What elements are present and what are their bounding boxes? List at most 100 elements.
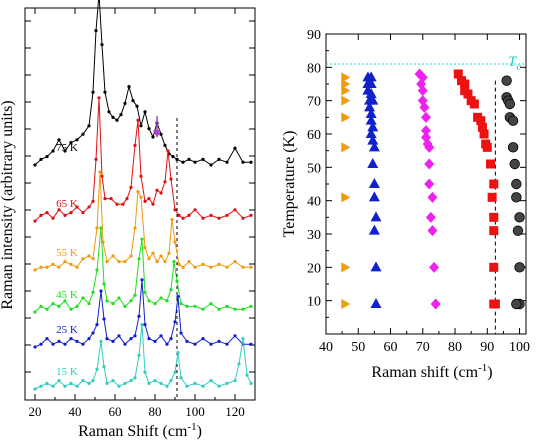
spectrum-point [39,265,43,269]
spectrum-point [117,384,121,388]
spectrum-point [87,381,91,385]
spectrum-point [147,381,151,385]
spectrum-point [39,304,43,308]
spectrum-point [129,299,133,303]
spectrum-point [81,296,85,300]
right-x-tick-label: 60 [384,340,398,355]
spectrum-label: 65 K [56,198,78,210]
spectrum-line [34,0,251,166]
spectrum-point [91,290,95,294]
spectrum-point [115,118,119,122]
spectrum-point [103,197,107,201]
spectrum-point [117,296,121,300]
triangle-up-marker [368,141,380,152]
spectrum-point [143,110,147,114]
right-y-tick-label: 90 [307,28,321,43]
spectrum-point [187,157,191,161]
spectrum-point [123,304,127,308]
spectrum-point [159,381,163,385]
spectrum-point [87,302,91,306]
arrow-head [153,130,161,138]
spectrum-point [140,278,144,282]
spectrum-point [111,339,115,343]
spectrum-point [127,85,131,89]
square-marker [489,179,499,189]
spectrum-point [45,337,49,341]
spectrum-point [69,337,73,341]
spectrum-point [105,337,109,341]
spectrum-point [63,384,67,388]
triangle-right-marker [341,142,351,153]
spectrum-point [105,260,109,264]
spectrum-point [241,160,245,164]
square-marker [453,69,463,79]
tc-symbol: T [508,54,518,70]
circle-marker [514,262,525,273]
right-y-tick-label: 80 [307,61,321,76]
right-x-axis-label-exp: -1 [478,362,487,374]
triangle-up-marker [370,261,382,272]
spectrum-point [81,211,85,215]
triangle-right-marker [341,262,351,273]
spectrum-point [179,302,183,306]
spectrum-point [102,365,106,369]
spectrum-point [69,307,73,311]
right-x-axis-label-close: ) [487,364,492,381]
triangle-right-marker [341,72,351,83]
spectrum-point [209,163,213,167]
spectrum-point [136,190,140,194]
right-y-tick-label: 60 [307,128,321,143]
diamond-marker [421,125,431,137]
spectrum-point [81,257,85,261]
spectrum-point [57,339,61,343]
spectrum-point [123,381,127,385]
circle-marker [514,212,525,223]
spectrum-point [201,216,205,220]
spectrum-label: 75 K [56,142,78,154]
spectrum-point [155,260,159,264]
spectrum-point [173,370,177,374]
spectrum-point [201,384,205,388]
spectrum-point [143,370,147,374]
spectrum-point [245,373,249,377]
left-x-axis-label-text: Raman Shift (cm [78,423,188,440]
spectrum-point [165,384,169,388]
spectrum-point [173,320,177,324]
spectrum-point [129,379,133,383]
spectrum-point [99,289,103,293]
spectrum-label: 15 K [56,366,78,378]
square-marker [486,159,496,169]
spectrum-line [34,227,252,313]
spectrum-point [177,213,181,217]
spectrum-point [57,208,61,212]
spectrum-point [69,381,73,385]
left-x-tick-label: 20 [29,404,42,419]
diamond-marker [425,211,436,223]
triangle-up-marker [365,108,377,118]
diamond-marker [419,101,430,113]
square-marker [482,142,492,152]
spectrum-point [117,334,121,338]
spectrum-label: 25 K [56,324,78,336]
spectrum-point [139,195,143,199]
diamond-marker [430,298,441,310]
spectrum-point [102,317,106,321]
spectrum-point [233,208,237,212]
left-plot-frame [24,7,256,401]
right-y-tick-label: 20 [307,261,321,276]
spectrum-point [185,304,189,308]
spectrum-point [249,304,253,308]
spectrum-point [111,379,115,383]
right-scatter-points [341,68,525,310]
spectrum-point [45,265,49,269]
square-marker [460,79,470,89]
spectrum-point [153,339,157,343]
spectrum-point [133,334,137,338]
spectrum-point [98,170,102,174]
spectrum-point [91,379,95,383]
spectrum-point [233,379,237,383]
right-y-ticks: 10 20 30 40 50 60 70 80 90 [307,28,526,318]
spectrum-point [95,367,99,371]
spectrum-point [249,381,253,385]
spectrum-point [209,302,213,306]
